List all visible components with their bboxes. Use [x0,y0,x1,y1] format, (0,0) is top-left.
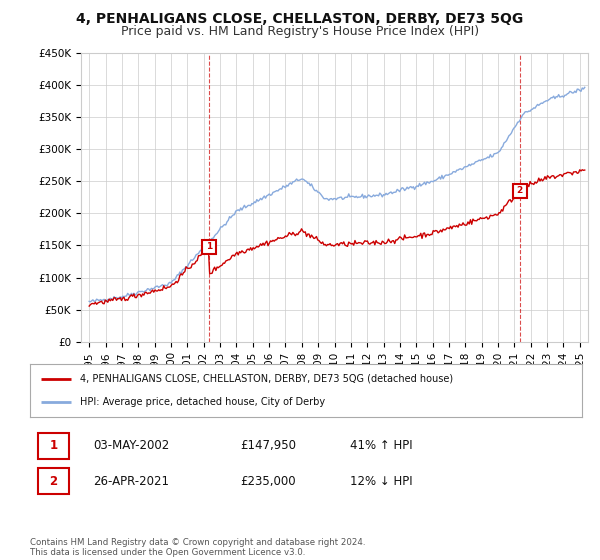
Text: Price paid vs. HM Land Registry's House Price Index (HPI): Price paid vs. HM Land Registry's House … [121,25,479,38]
Text: 2: 2 [517,186,523,195]
Text: 1: 1 [49,439,58,452]
Text: 1: 1 [206,242,212,251]
Text: Contains HM Land Registry data © Crown copyright and database right 2024.
This d: Contains HM Land Registry data © Crown c… [30,538,365,557]
FancyBboxPatch shape [38,468,68,494]
Text: 03-MAY-2002: 03-MAY-2002 [94,439,170,452]
Text: 4, PENHALIGANS CLOSE, CHELLASTON, DERBY, DE73 5QG (detached house): 4, PENHALIGANS CLOSE, CHELLASTON, DERBY,… [80,374,453,384]
Text: 41% ↑ HPI: 41% ↑ HPI [350,439,413,452]
Text: £235,000: £235,000 [240,475,295,488]
Text: 12% ↓ HPI: 12% ↓ HPI [350,475,413,488]
Text: 2: 2 [49,475,58,488]
FancyBboxPatch shape [38,432,68,459]
Text: 26-APR-2021: 26-APR-2021 [94,475,169,488]
Text: £147,950: £147,950 [240,439,296,452]
Text: HPI: Average price, detached house, City of Derby: HPI: Average price, detached house, City… [80,397,325,407]
Text: 4, PENHALIGANS CLOSE, CHELLASTON, DERBY, DE73 5QG: 4, PENHALIGANS CLOSE, CHELLASTON, DERBY,… [76,12,524,26]
